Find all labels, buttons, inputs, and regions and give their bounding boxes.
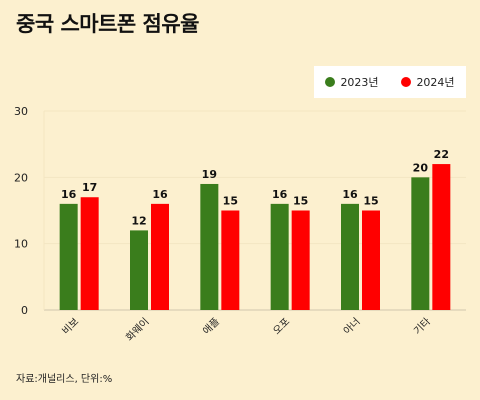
chart-legend: 2023년 2024년 [314,66,466,98]
bar-2024년-오포 [291,210,310,310]
x-tick-label-화웨이: 화웨이 [124,316,152,344]
data-label-2024년-오포: 15 [293,195,308,208]
data-label-2023년-화웨이: 12 [131,214,146,227]
y-tick-label-30: 30 [14,105,28,118]
bar-2023년-기타 [411,177,430,310]
chart-title: 중국 스마트폰 점유율 [16,12,200,36]
legend-label-2024: 2024년 [416,76,455,89]
data-label-2023년-오포: 16 [272,188,288,201]
x-tick-label-비보: 비보 [60,316,82,338]
x-tick-label-애플: 애플 [200,316,222,338]
bar-2024년-비보 [80,197,99,310]
legend-item-2024: 2024년 [401,74,455,90]
data-label-2023년-아너: 16 [342,188,358,201]
x-tick-label-오포: 오포 [271,316,292,337]
bar-2024년-아너 [362,210,380,310]
bar-2023년-화웨이 [130,230,148,310]
bar-2023년-오포 [270,203,289,310]
bar-2023년-비보 [59,203,78,310]
legend-item-2023: 2023년 [325,74,379,90]
data-label-2024년-애플: 15 [223,195,238,208]
y-tick-label-0: 0 [21,304,28,317]
bar-2024년-화웨이 [151,203,169,310]
bar-2024년-기타 [432,164,451,310]
legend-swatch-2024 [401,77,412,87]
y-tick-label-10: 10 [14,238,28,251]
data-label-2024년-기타: 22 [434,148,449,161]
source-note: 자료:개널리스, 단위:% [16,374,113,385]
data-label-2024년-아너: 15 [363,195,378,208]
legend-swatch-2023 [325,77,336,87]
bar-2024년-애플 [221,210,240,310]
data-label-2023년-애플: 19 [202,168,217,181]
data-label-2024년-화웨이: 16 [152,188,168,201]
data-label-2023년-기타: 20 [413,161,429,174]
bar-2023년-아너 [341,203,359,310]
y-tick-label-20: 20 [14,171,28,184]
data-label-2023년-비보: 16 [61,188,77,201]
x-tick-label-기타: 기타 [411,316,433,338]
bar-2023년-애플 [200,183,219,310]
x-tick-label-아너: 아너 [341,316,363,338]
data-label-2024년-비보: 17 [82,181,97,194]
legend-label-2023: 2023년 [340,76,379,89]
